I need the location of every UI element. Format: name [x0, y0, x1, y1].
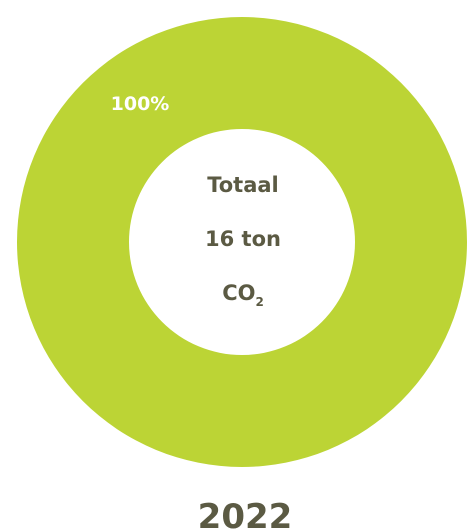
center-label-line2: 16 ton: [205, 227, 281, 251]
slices-group: [17, 17, 467, 467]
subscript-2: 2: [255, 295, 263, 309]
co-text: CO: [222, 281, 255, 305]
year-label: 2022: [198, 497, 293, 530]
center-label-line1: Totaal: [207, 173, 279, 197]
center-label-line3: CO2: [222, 281, 264, 309]
donut-slice-0: [17, 17, 467, 467]
slice-label-0: 100%: [111, 93, 170, 115]
